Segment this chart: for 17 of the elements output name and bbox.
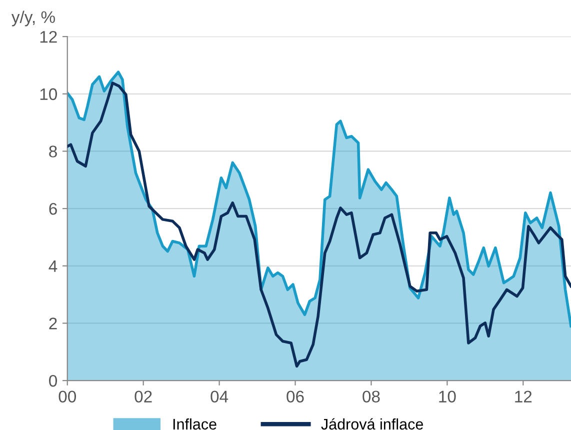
legend-label: Inflace <box>173 418 216 430</box>
x-tick-label: 10 <box>439 390 456 403</box>
x-tick-label: 12 <box>515 390 532 402</box>
x-tick-label: 06 <box>286 390 304 403</box>
y-tick-label: 8 <box>49 146 57 158</box>
y-tick-label: 12 <box>40 30 57 43</box>
legend-label: Jádrová inflace <box>321 418 424 430</box>
y-tick-label: 2 <box>49 318 57 330</box>
y-tick-label: 4 <box>48 260 58 272</box>
y-tick-label: 6 <box>49 202 57 215</box>
y-tick-label: 10 <box>40 88 58 100</box>
x-tick-label: 00 <box>58 390 76 403</box>
x-tick-label: 04 <box>210 390 228 403</box>
y-tick-label: 0 <box>49 374 58 387</box>
y-axis-title: y/y, % <box>11 10 55 26</box>
x-tick-label: 08 <box>362 390 380 403</box>
x-tick-label: 02 <box>134 390 152 403</box>
